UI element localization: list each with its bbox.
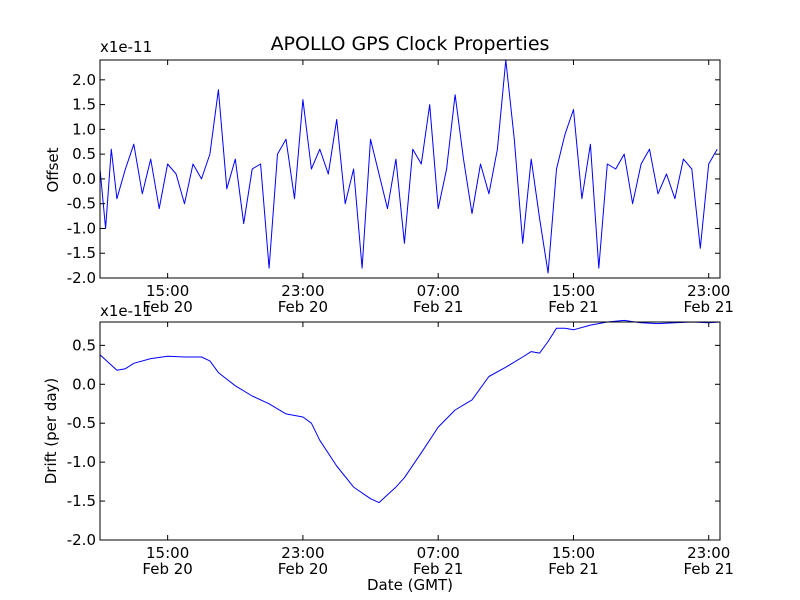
offset-x-tick-time-label: 15:00 bbox=[146, 282, 189, 300]
offset-x-tick-time-label: 15:00 bbox=[552, 282, 595, 300]
offset-y-tick-label: 0.5 bbox=[72, 145, 96, 163]
drift-series-line bbox=[99, 319, 721, 504]
drift-x-tick-date-label: Feb 21 bbox=[684, 560, 734, 578]
offset-scale-label: x1e-11 bbox=[100, 38, 152, 56]
offset-y-tick-label: 1.5 bbox=[72, 96, 96, 114]
drift-y-tick-label: -1.0 bbox=[67, 453, 96, 471]
offset-series-group bbox=[99, 59, 718, 274]
chart-title: APOLLO GPS Clock Properties bbox=[271, 33, 550, 55]
offset-x-tick-date-label: Feb 21 bbox=[413, 298, 463, 316]
drift-x-tick-time-label: 15:00 bbox=[146, 544, 189, 562]
drift-series-group bbox=[99, 319, 721, 504]
drift-y-tick-label: -2.0 bbox=[67, 531, 96, 549]
drift-y-tick-label: 0.5 bbox=[72, 336, 96, 354]
offset-panel: APOLLO GPS Clock Properties x1e-11 Offse… bbox=[44, 33, 734, 316]
drift-y-ticks: -2.0 -1.5 -1.0 -0.5 0.0 0.5 bbox=[67, 336, 720, 549]
offset-x-tick-time-label: 23:00 bbox=[281, 282, 324, 300]
drift-x-tick-time-label: 15:00 bbox=[552, 544, 595, 562]
drift-axes-frame bbox=[99, 321, 721, 541]
offset-y-tick-label: -1.0 bbox=[67, 219, 96, 237]
drift-x-axis-label: Date (GMT) bbox=[367, 576, 453, 594]
offset-x-tick-time-label: 07:00 bbox=[417, 282, 460, 300]
drift-panel: x1e-11 Drift (per day) Date (GMT) -2.0 -1… bbox=[42, 302, 734, 594]
offset-y-tick-label: -2.0 bbox=[67, 269, 96, 287]
drift-y-tick-label: -0.5 bbox=[67, 414, 96, 432]
offset-x-tick-date-label: Feb 21 bbox=[548, 298, 598, 316]
offset-x-tick-date-label: Feb 21 bbox=[684, 298, 734, 316]
drift-x-tick-time-label: 23:00 bbox=[281, 544, 324, 562]
offset-x-tick-date-label: Feb 20 bbox=[142, 298, 192, 316]
offset-y-tick-label: 2.0 bbox=[72, 71, 96, 89]
offset-plot-area: -2.0-1.5-1.0-0.50.00.51.01.52.0 15:00Feb… bbox=[67, 59, 734, 316]
drift-x-tick-date-label: Feb 20 bbox=[142, 560, 192, 578]
offset-y-tick-label: -1.5 bbox=[67, 244, 96, 262]
drift-x-tick-time-label: 07:00 bbox=[417, 544, 460, 562]
drift-x-tick-date-label: Feb 20 bbox=[278, 560, 328, 578]
offset-y-axis-label: Offset bbox=[44, 147, 62, 192]
drift-y-tick-label: 0.0 bbox=[72, 375, 96, 393]
offset-y-ticks: -2.0 -1.5 -1.0 -0.5 0.0 0.5 1.0 1.5 2.0 bbox=[67, 71, 720, 287]
offset-y-tick-label: -0.5 bbox=[67, 195, 96, 213]
drift-x-tick-date-label: Feb 21 bbox=[548, 560, 598, 578]
offset-y-tick-label: 1.0 bbox=[72, 120, 96, 138]
drift-y-axis-label: Drift (per day) bbox=[42, 378, 60, 485]
offset-x-tick-time-label: 23:00 bbox=[687, 282, 730, 300]
drift-y-tick-label: -1.5 bbox=[67, 492, 96, 510]
drift-x-tick-date-label: Feb 21 bbox=[413, 560, 463, 578]
drift-x-tick-time-label: 23:00 bbox=[687, 544, 730, 562]
offset-x-tick-date-label: Feb 20 bbox=[278, 298, 328, 316]
drift-scale-label: x1e-11 bbox=[100, 302, 152, 320]
offset-y-tick-label: 0.0 bbox=[72, 170, 96, 188]
offset-series-line bbox=[99, 59, 718, 274]
offset-axes-frame bbox=[99, 59, 721, 279]
